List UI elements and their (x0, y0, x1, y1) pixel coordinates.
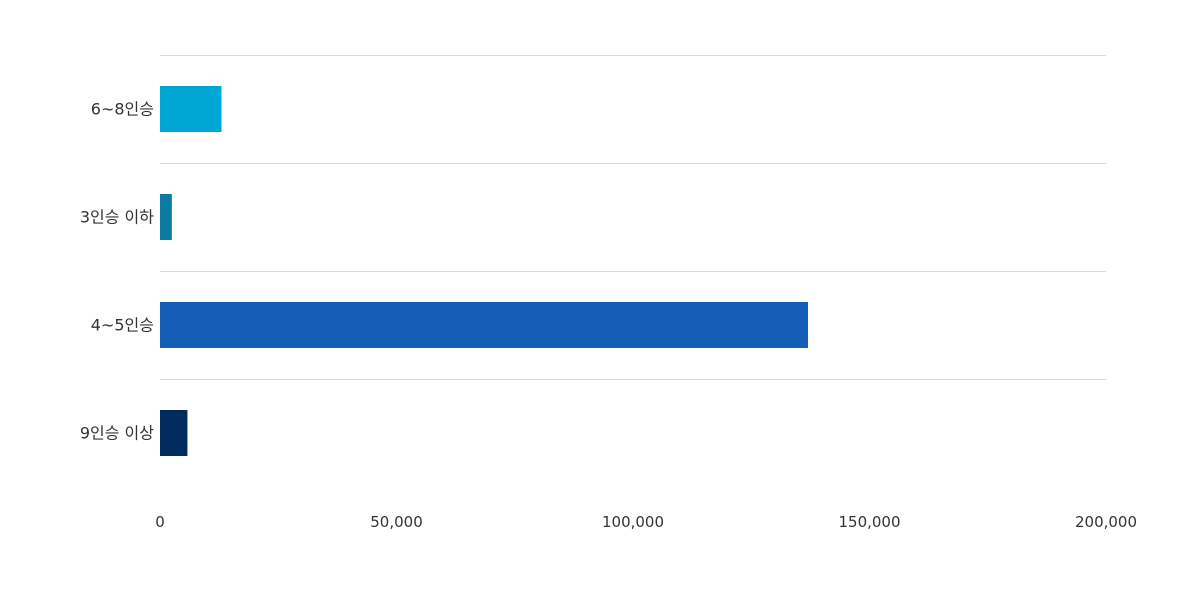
bars (160, 86, 809, 456)
category-label: 6~8인승 (91, 100, 154, 119)
category-labels: 6~8인승 3인승 이하 4~5인승 9인승 이상 (80, 100, 154, 443)
category-label: 4~5인승 (91, 316, 154, 335)
x-tick-label: 200,000 (1075, 513, 1137, 531)
x-axis-ticks: 0 50,000 100,000 150,000 200,000 (155, 513, 1137, 531)
category-label: 9인승 이상 (80, 424, 154, 443)
gridlines (160, 55, 1106, 380)
bar (160, 194, 172, 240)
bar (160, 302, 809, 348)
category-label: 3인승 이하 (80, 208, 154, 227)
x-tick-label: 0 (155, 513, 165, 531)
x-tick-label: 50,000 (370, 513, 423, 531)
bar (160, 86, 222, 132)
x-tick-label: 150,000 (838, 513, 900, 531)
bar (160, 410, 188, 456)
x-tick-label: 100,000 (602, 513, 664, 531)
